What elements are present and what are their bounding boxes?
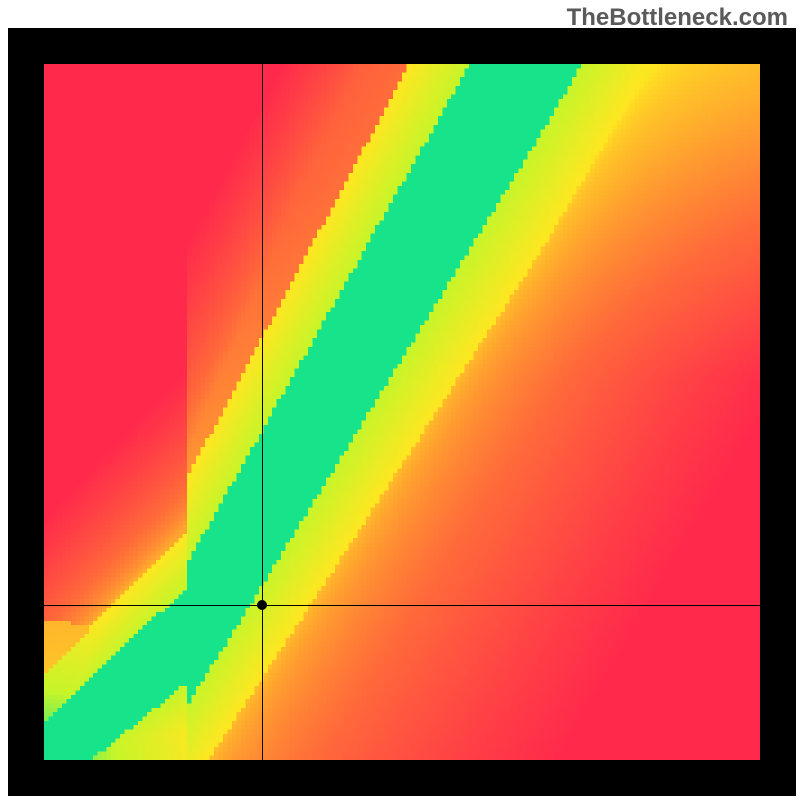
- heatmap-plot-area: [44, 64, 760, 760]
- crosshair-horizontal: [44, 605, 760, 606]
- chart-frame: [8, 28, 796, 796]
- crosshair-vertical: [262, 64, 263, 760]
- chart-container: TheBottleneck.com: [0, 0, 800, 800]
- watermark-text: TheBottleneck.com: [567, 4, 788, 32]
- heatmap-canvas: [44, 64, 760, 760]
- data-point-marker: [257, 600, 267, 610]
